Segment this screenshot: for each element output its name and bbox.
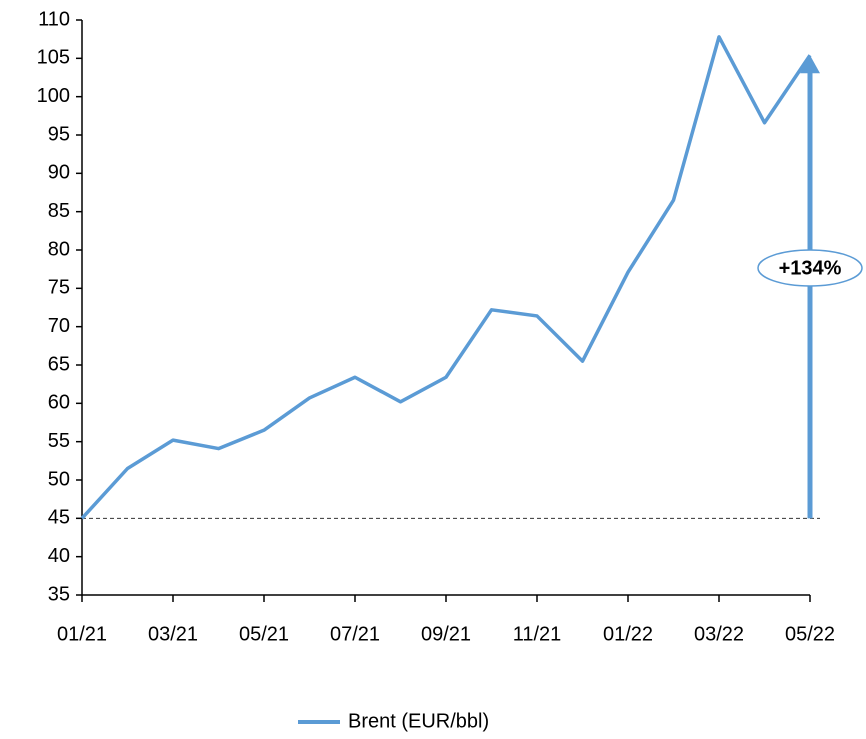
y-tick-label: 40: [48, 545, 70, 567]
y-tick-label: 70: [48, 315, 70, 337]
x-tick-label: 09/21: [421, 623, 471, 645]
legend-label: Brent (EUR/bbl): [348, 710, 489, 732]
data-line: [80, 35, 812, 520]
y-tick-label: 100: [37, 85, 70, 107]
y-tick-label: 45: [48, 507, 70, 529]
x-tick-label: 05/22: [785, 623, 835, 645]
y-tick-label: 65: [48, 353, 70, 375]
y-tick-label: 85: [48, 200, 70, 222]
y-tick-label: 95: [48, 123, 70, 145]
y-tick-label: 105: [37, 47, 70, 69]
x-tick-label: 01/22: [603, 623, 653, 645]
x-tick-label: 07/21: [330, 623, 380, 645]
y-tick-label: 80: [48, 238, 70, 260]
x-tick-label: 01/21: [57, 623, 107, 645]
y-tick-label: 90: [48, 162, 70, 184]
y-tick-label: 110: [38, 8, 70, 30]
x-tick-label: 11/21: [513, 623, 562, 645]
annotation-label: +134%: [779, 257, 842, 279]
y-tick-label: 35: [48, 583, 70, 605]
x-tick-label: 05/21: [239, 623, 289, 645]
arrow-head: [800, 55, 820, 74]
annotation-bubble: [757, 249, 863, 287]
y-tick-label: 60: [48, 392, 70, 414]
y-tick-label: 75: [48, 277, 70, 299]
y-tick-label: 50: [48, 468, 70, 490]
x-tick-label: 03/22: [694, 623, 744, 645]
y-tick-label: 55: [48, 430, 70, 452]
x-tick-label: 03/21: [148, 623, 198, 645]
